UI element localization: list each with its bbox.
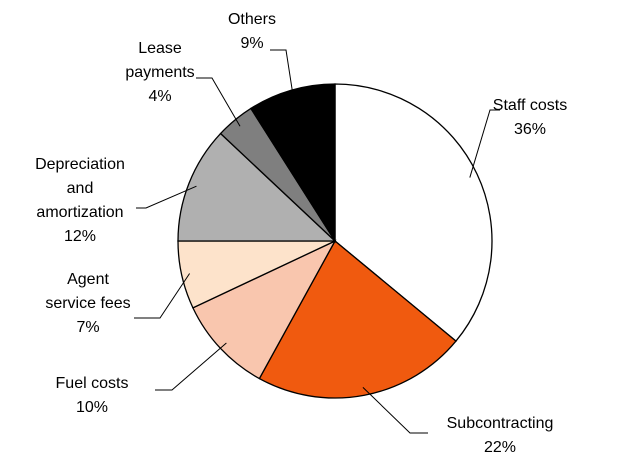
value-label: 9% xyxy=(240,35,264,52)
category-label: Others xyxy=(227,11,276,28)
value-label: 7% xyxy=(76,319,100,336)
category-label: Subcontracting xyxy=(446,415,554,432)
leader-line xyxy=(136,185,197,209)
category-label: Agent service fees xyxy=(45,271,131,312)
pie-slice xyxy=(177,132,337,242)
category-label: Depreciation and amortization xyxy=(35,156,125,221)
leader-line xyxy=(196,77,241,127)
value-label: 10% xyxy=(75,399,109,416)
pie-slice xyxy=(334,83,493,342)
value-label: 22% xyxy=(483,439,517,456)
slice-label: Lease payments 4% xyxy=(110,37,210,109)
slice-label: Others 9% xyxy=(212,8,292,56)
slice-label: Fuel costs 10% xyxy=(32,372,152,420)
pie-slice xyxy=(249,83,336,244)
leader-line xyxy=(134,273,191,319)
leader-line xyxy=(362,387,428,434)
slice-label: Depreciation and amortization 12% xyxy=(25,153,135,249)
leader-line xyxy=(270,49,294,98)
pie-slice xyxy=(258,239,457,399)
slice-label: Agent service fees 7% xyxy=(42,268,134,340)
leader-line xyxy=(155,342,227,391)
category-label: Lease payments xyxy=(125,40,195,81)
category-label: Fuel costs xyxy=(55,375,129,392)
value-label: 12% xyxy=(63,228,97,245)
value-label: 4% xyxy=(148,88,172,105)
leader-line xyxy=(469,109,500,178)
slice-label: Subcontracting 22% xyxy=(430,412,570,460)
value-label: 36% xyxy=(513,121,547,138)
category-label: Staff costs xyxy=(492,97,568,114)
slice-label: Staff costs 36% xyxy=(470,94,590,142)
